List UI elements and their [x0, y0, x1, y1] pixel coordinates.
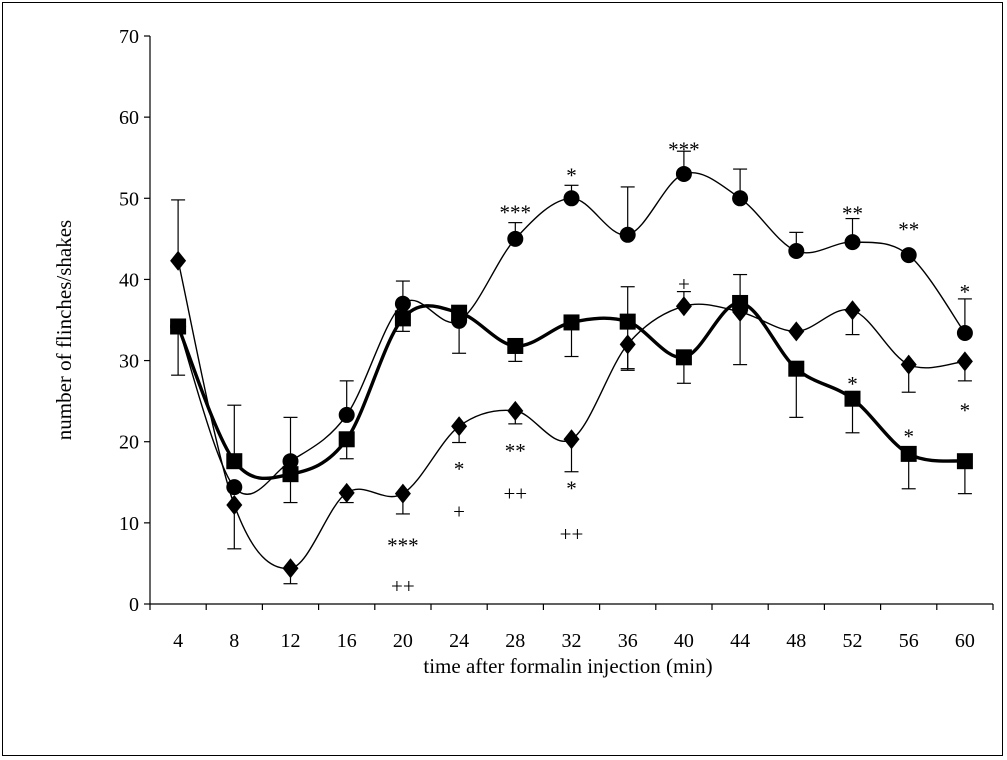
significance-asterisk: *: [566, 477, 577, 501]
data-point-circle: [619, 226, 636, 243]
data-point-circle: [956, 324, 973, 341]
series-layer: [170, 150, 973, 585]
y-tick-label: 70: [119, 26, 139, 48]
y-tick-label: 60: [119, 107, 139, 129]
data-point-circle: [900, 247, 917, 264]
data-point-diamond: [394, 483, 411, 504]
y-tick-label: 20: [119, 432, 139, 454]
data-point-diamond: [338, 482, 355, 503]
x-tick-label: 40: [674, 630, 694, 652]
data-point-diamond: [451, 416, 468, 437]
data-point-square: [451, 304, 468, 321]
data-point-circle: [282, 453, 299, 470]
x-tick-label: 16: [337, 630, 357, 652]
series-diamond: [170, 199, 973, 585]
x-tick-label: 4: [173, 630, 183, 652]
data-point-circle: [507, 230, 524, 247]
data-point-diamond: [507, 400, 524, 421]
y-tick-label: 30: [119, 351, 139, 373]
data-point-square: [563, 314, 580, 331]
significance-asterisk: ***: [387, 533, 419, 557]
data-point-square: [675, 349, 692, 366]
data-point-diamond: [619, 334, 636, 355]
significance-asterisk: ***: [668, 137, 700, 161]
significance-asterisk: **: [898, 218, 919, 242]
data-point-square: [844, 390, 861, 407]
y-tick-label: 40: [119, 269, 139, 291]
significance-asterisk: *: [960, 280, 971, 304]
significance-plus: ++: [503, 481, 527, 505]
data-point-square: [900, 445, 917, 462]
significance-plus: +: [678, 272, 690, 296]
y-tick-label: 50: [119, 188, 139, 210]
x-tick-label: 24: [449, 630, 469, 652]
data-point-circle: [563, 190, 580, 207]
data-point-square: [507, 337, 524, 354]
data-point-square: [226, 453, 243, 470]
data-point-diamond: [732, 301, 749, 322]
x-tick-label: 52: [843, 630, 863, 652]
data-point-circle: [844, 234, 861, 251]
data-point-circle: [732, 190, 749, 207]
data-point-square: [282, 466, 299, 483]
data-point-square: [619, 313, 636, 330]
data-point-circle: [394, 295, 411, 312]
x-tick-label: 12: [281, 630, 301, 652]
significance-asterisk: *: [903, 425, 914, 449]
data-point-diamond: [226, 495, 243, 516]
x-axis-label: time after formalin injection (min): [423, 654, 712, 678]
x-tick-label: 60: [955, 630, 975, 652]
y-axis-label: number of flinches/shakes: [52, 220, 76, 440]
x-tick-label: 48: [786, 630, 806, 652]
data-point-square: [788, 360, 805, 377]
data-point-diamond: [844, 300, 861, 321]
significance-asterisk: ***: [500, 201, 532, 225]
x-tick-label: 36: [618, 630, 638, 652]
significance-asterisk: **: [505, 439, 526, 463]
significance-asterisk: *: [960, 399, 971, 423]
data-point-diamond: [282, 558, 299, 579]
x-tick-label: 20: [393, 630, 413, 652]
data-point-square: [956, 453, 973, 470]
annotation-layer: ************+****+**++ *++***++: [387, 137, 970, 598]
data-point-circle: [788, 243, 805, 260]
data-point-diamond: [956, 351, 973, 372]
x-tick-label: 32: [562, 630, 582, 652]
x-tick-label: 44: [730, 630, 750, 652]
data-point-diamond: [170, 250, 187, 271]
significance-plus: ++: [391, 574, 415, 598]
data-point-square: [394, 310, 411, 327]
series-circle: [170, 150, 973, 496]
data-point-circle: [675, 165, 692, 182]
data-point-diamond: [563, 429, 580, 450]
data-point-square: [338, 431, 355, 448]
series-line: [177, 260, 965, 570]
data-point-diamond: [675, 296, 692, 317]
x-tick-label: 8: [229, 630, 239, 652]
significance-plus: ++: [560, 522, 584, 546]
data-point-square: [170, 318, 187, 335]
significance-asterisk: *: [454, 457, 465, 481]
data-point-diamond: [788, 321, 805, 342]
significance-asterisk: *: [847, 372, 858, 396]
x-tick-label: 28: [505, 630, 525, 652]
series-square: [170, 273, 973, 504]
significance-plus: +: [453, 499, 465, 523]
data-point-circle: [338, 406, 355, 423]
x-tick-label: 56: [899, 630, 919, 652]
y-tick-label: 0: [129, 594, 139, 616]
data-point-diamond: [900, 354, 917, 375]
significance-asterisk: *: [566, 163, 577, 187]
y-tick-label: 10: [119, 513, 139, 535]
significance-asterisk: **: [842, 201, 863, 225]
